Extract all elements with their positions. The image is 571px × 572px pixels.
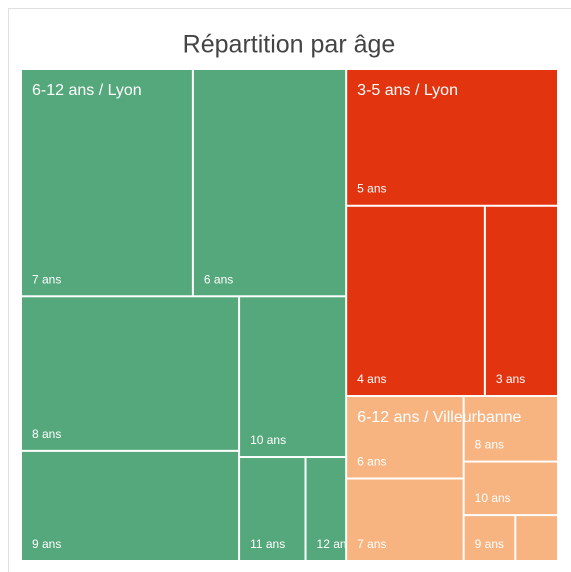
cell-label: 4 ans	[357, 372, 386, 386]
cell-clip: 6 ans	[204, 272, 233, 286]
treemap-cell	[516, 516, 557, 560]
cell-label: 8 ans	[475, 438, 504, 452]
cell-label: 12 ans et plus	[317, 537, 392, 551]
treemap-cell	[347, 70, 557, 205]
cell-label: 7 ans	[357, 537, 386, 551]
cell-label: 7 ans	[32, 272, 61, 286]
cell-label: 10 ans	[475, 491, 511, 505]
treemap-cell	[193, 70, 346, 296]
treemap-cell	[306, 458, 346, 560]
cell-clip: 9 ans	[32, 537, 61, 551]
cell-clip: 6 ans	[357, 455, 386, 469]
cell-label: 3 ans	[496, 372, 525, 386]
cell-label: 8 ans	[32, 427, 61, 441]
cell-label: 9 ans	[475, 537, 504, 551]
treemap-cell	[240, 297, 346, 457]
cell-clip: 8 ans	[32, 427, 61, 441]
cell-clip: 12 ans et plus	[317, 537, 392, 551]
cell-label: 5 ans	[357, 182, 386, 196]
cell-clip: 8 ans	[475, 438, 504, 452]
treemap-cell	[464, 516, 515, 560]
group-clip: 6-12 ans / Lyon	[32, 82, 142, 99]
treemap-cell	[22, 70, 192, 296]
cell-clip: 9 ans	[475, 537, 504, 551]
treemap-cell	[464, 397, 557, 461]
treemap-cell	[347, 206, 484, 396]
cell-clip: 10 ans	[475, 491, 511, 505]
group-clip: 3-5 ans / Lyon	[357, 82, 458, 99]
treemap-cell	[347, 397, 463, 478]
cell-label: 11 ans	[250, 537, 285, 551]
cell-label: 10 ans	[250, 433, 286, 447]
cell-label: 6 ans	[357, 455, 386, 469]
chart-title: Répartition par âge	[183, 31, 396, 59]
treemap-cell	[22, 451, 239, 560]
cell-clip: 7 ans	[32, 272, 61, 286]
cell-clip: 3 ans	[496, 372, 525, 386]
group-clip: 6-12 ans / Villeurbanne	[357, 409, 521, 426]
group-label: 6-12 ans / Villeurbanne	[357, 409, 521, 426]
group-label: 6-12 ans / Lyon	[32, 82, 142, 99]
group-label: 3-5 ans / Lyon	[357, 82, 458, 99]
treemap-cell	[240, 458, 305, 560]
cell-clip: 4 ans	[357, 372, 386, 386]
cell-clip: 11 ans	[250, 537, 285, 551]
cell-label: 6 ans	[204, 272, 233, 286]
cell-label: 9 ans	[32, 537, 61, 551]
cell-clip: 5 ans	[357, 182, 386, 196]
cell-clip: 10 ans	[250, 433, 286, 447]
cell-clip: 7 ans	[357, 537, 386, 551]
treemap-cell	[347, 479, 463, 560]
treemap-cell	[485, 206, 557, 396]
treemap-cell	[22, 297, 239, 450]
treemap-cell	[464, 462, 557, 515]
